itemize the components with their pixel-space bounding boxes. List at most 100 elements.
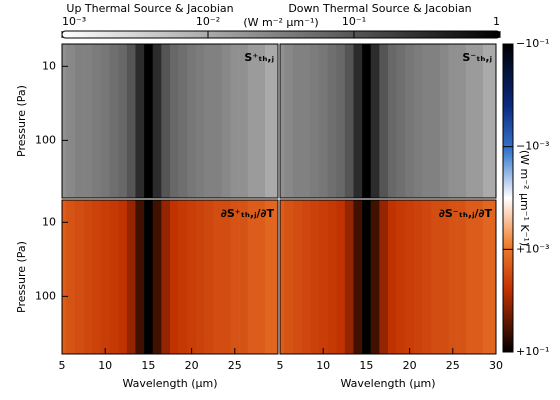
heat-strip <box>135 44 145 198</box>
plot-frame <box>279 43 497 199</box>
heat-strip <box>161 200 171 354</box>
heat-strip <box>280 44 285 198</box>
x-tick-label: 5 <box>59 359 66 372</box>
x-tick-label: 25 <box>446 359 460 372</box>
heat-strip <box>318 200 328 354</box>
heat-strip <box>109 44 119 198</box>
heat-strip <box>370 44 380 198</box>
heat-strip <box>126 200 136 354</box>
heat-strip <box>465 200 475 354</box>
heat-strip <box>83 200 93 354</box>
heat-strip <box>422 200 432 354</box>
heat-strip <box>273 200 279 354</box>
heat-strip <box>284 44 294 198</box>
panel-label: S⁺ₜₕ,ⱼ <box>244 51 274 64</box>
heat-strip <box>396 44 406 198</box>
heat-strip <box>221 200 231 354</box>
heat-strip <box>457 44 467 198</box>
colorbar-tick-label: 10⁻² <box>196 15 220 28</box>
colorbar-tick-label: 10⁻¹ <box>342 15 366 28</box>
heat-strip <box>195 200 205 354</box>
heat-strip <box>256 44 266 198</box>
colorbar-tick-label: 10⁻³ <box>62 15 86 28</box>
heat-strip <box>83 44 93 198</box>
y-tick-label: 100 <box>35 133 56 146</box>
x-tick-label: 10 <box>316 359 330 372</box>
plot-frame <box>61 43 279 199</box>
heat-strip <box>327 44 337 198</box>
heat-strip <box>135 200 145 354</box>
heat-strip <box>465 44 475 198</box>
heat-strip <box>457 200 467 354</box>
heat-strip <box>353 200 363 354</box>
colorbar-tick-label: 1 <box>493 15 500 28</box>
plot-frame <box>279 199 497 355</box>
y-tick-label: 100 <box>35 289 56 302</box>
heat-strip <box>292 44 302 198</box>
colorbar-tick-label: −10⁻³ <box>516 140 549 153</box>
heat-strip <box>280 200 285 354</box>
heat-strip <box>344 44 354 198</box>
x-tick-label: 15 <box>141 359 155 372</box>
column-title: Down Thermal Source & Jacobian <box>288 2 471 15</box>
heat-strip <box>483 200 492 354</box>
heat-strip <box>301 200 311 354</box>
heat-strip <box>62 44 67 198</box>
x-tick-label: 5 <box>277 359 284 372</box>
heat-strip <box>256 200 266 354</box>
heat-strip <box>310 200 320 354</box>
heat-strip <box>178 200 188 354</box>
heat-strip <box>405 44 415 198</box>
x-tick-label: 20 <box>185 359 199 372</box>
heat-strip <box>318 44 328 198</box>
heat-strip <box>152 200 162 354</box>
x-tick-label: 20 <box>403 359 417 372</box>
heat-strip <box>474 44 484 198</box>
colorbar-tick-label: +10⁻¹ <box>516 345 549 358</box>
heat-strip <box>431 44 441 198</box>
x-axis-label: Wavelength (μm) <box>122 377 217 390</box>
colorbar-units: (W m⁻² μm⁻¹ K⁻¹) <box>518 150 531 246</box>
x-tick-label: 10 <box>98 359 112 372</box>
heat-strip <box>336 44 346 198</box>
heat-strip <box>379 44 389 198</box>
heat-strip <box>100 200 110 354</box>
heat-strip <box>388 44 397 198</box>
colorbar-tick-label: −10⁻¹ <box>516 37 549 50</box>
heat-strip <box>491 200 497 354</box>
heat-strip <box>239 200 249 354</box>
heat-strip <box>491 44 497 198</box>
heat-strip <box>170 200 179 354</box>
heat-strip <box>213 44 223 198</box>
colorbar-tick-label: +10⁻³ <box>516 242 549 255</box>
heat-strip <box>431 200 441 354</box>
x-tick-label: 30 <box>489 359 503 372</box>
heat-strip <box>178 44 188 198</box>
heat-strip <box>247 200 257 354</box>
heat-strip <box>74 200 84 354</box>
heat-strip <box>170 44 179 198</box>
heat-strip <box>379 200 389 354</box>
heat-strip <box>336 200 346 354</box>
heat-strip <box>422 44 432 198</box>
heat-strip <box>388 200 397 354</box>
panel-label: ∂S⁻ₜₕ,ⱼ/∂T <box>439 207 493 220</box>
x-tick-label: 25 <box>228 359 242 372</box>
panel-label: S⁻ₜₕ,ⱼ <box>462 51 492 64</box>
heat-strip <box>362 200 372 354</box>
heat-strip <box>413 44 423 198</box>
heat-strip <box>439 44 449 198</box>
heat-strip <box>448 44 458 198</box>
heat-strip <box>118 200 128 354</box>
heat-strip <box>230 44 240 198</box>
heat-strip <box>301 44 311 198</box>
heat-strip <box>353 44 363 198</box>
x-axis-label: Wavelength (μm) <box>340 377 435 390</box>
heat-strip <box>144 200 154 354</box>
panel-label: ∂S⁺ₜₕ,ⱼ/∂T <box>221 207 275 220</box>
colorbar-right <box>502 43 514 353</box>
heat-strip <box>221 44 231 198</box>
heat-strip <box>204 44 214 198</box>
heat-strip <box>109 200 119 354</box>
